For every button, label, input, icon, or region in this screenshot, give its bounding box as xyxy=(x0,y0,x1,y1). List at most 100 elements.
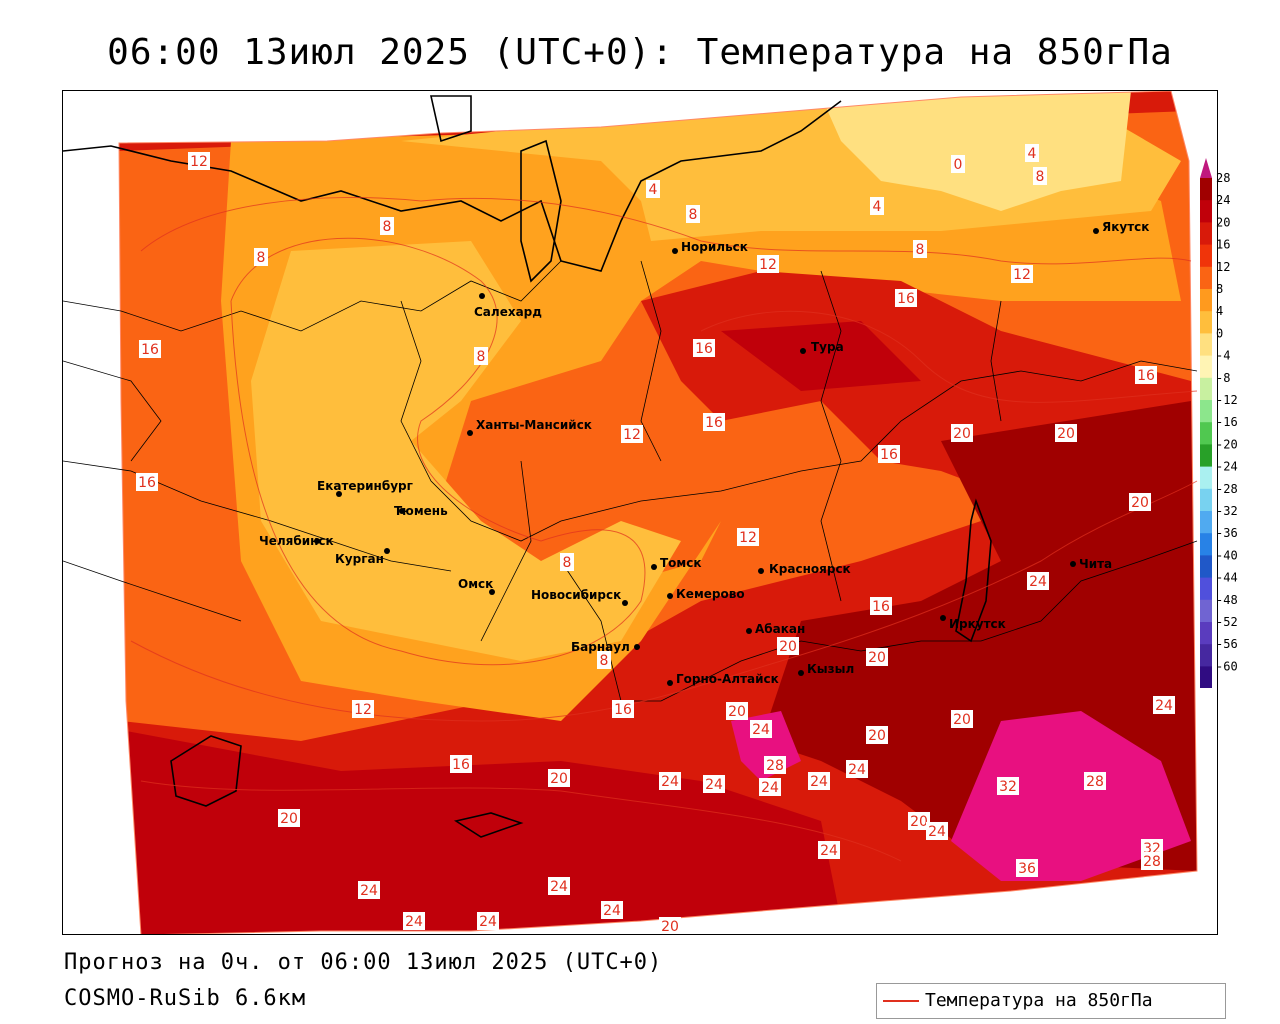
contour-label: 16 xyxy=(895,289,917,307)
contour-label-value: 28 xyxy=(766,758,784,774)
contour-label-bg xyxy=(597,651,611,669)
contour-label-value: 24 xyxy=(928,824,946,840)
contour-label: 16 xyxy=(136,473,158,491)
contour-label-bg xyxy=(278,809,300,827)
contour-label-value: 16 xyxy=(614,702,632,718)
city-dot xyxy=(1070,561,1076,567)
contour-label-bg xyxy=(403,912,425,930)
colorbar-tick-label: 24 xyxy=(1216,193,1230,207)
contour-label-bg xyxy=(659,772,681,790)
city-marker: Курган xyxy=(335,548,390,566)
contour-label-value: 0 xyxy=(954,157,963,173)
contour-label-value: 24 xyxy=(820,843,838,859)
city-label: Горно-Алтайск xyxy=(676,672,779,686)
contour-label: 0 xyxy=(951,155,965,173)
contour-label: 24 xyxy=(846,760,868,778)
contour-label-value: 16 xyxy=(897,291,915,307)
city-label: Чита xyxy=(1079,557,1112,571)
city-dot xyxy=(1093,228,1099,234)
colorbar-swatch xyxy=(1200,333,1212,357)
colorbar-swatch xyxy=(1200,266,1212,290)
contour-label-bg xyxy=(846,760,868,778)
contour-label-value: 20 xyxy=(728,704,746,720)
contour-label-bg xyxy=(951,155,965,173)
city-dot xyxy=(758,568,764,574)
contour-label: 20 xyxy=(659,917,681,934)
contour-label-bg xyxy=(759,778,781,796)
contour-label-value: 20 xyxy=(661,919,679,934)
city-label: Кызыл xyxy=(807,662,854,676)
colorbar-swatch xyxy=(1200,244,1212,268)
colorbar-tick-label: -28 xyxy=(1216,482,1238,496)
colorbar-swatch xyxy=(1200,533,1212,556)
colorbar-swatch xyxy=(1200,222,1212,246)
contour-label-bg xyxy=(601,901,623,919)
city-dot xyxy=(667,680,673,686)
contour-label: 20 xyxy=(866,726,888,744)
city-marker: Кемерово xyxy=(667,587,745,601)
contour-label: 24 xyxy=(403,912,425,930)
contour-label-value: 24 xyxy=(603,903,621,919)
contour-label-value: 24 xyxy=(405,914,423,930)
city-marker: Якутск xyxy=(1093,220,1149,234)
contour-label-bg xyxy=(621,425,643,443)
contour-label-value: 24 xyxy=(550,879,568,895)
colorbar-tick-label: -16 xyxy=(1216,415,1238,429)
contour-label-value: 20 xyxy=(1057,426,1075,442)
contour-label: 24 xyxy=(548,877,570,895)
colorbar-tick-label: 20 xyxy=(1216,215,1230,229)
city-label: Красноярск xyxy=(769,562,851,576)
contour-label-value: 16 xyxy=(138,475,156,491)
contour-label-value: 20 xyxy=(868,728,886,744)
city-dot xyxy=(622,600,628,606)
colorbar-tick-label: -4 xyxy=(1216,349,1230,363)
colorbar-tick-label: -12 xyxy=(1216,393,1238,407)
contour-label-bg xyxy=(757,255,779,273)
contour-label: 16 xyxy=(703,413,725,431)
contour-label: 8 xyxy=(474,347,488,365)
colorbar-swatch xyxy=(1200,289,1212,312)
contour-label: 20 xyxy=(777,637,799,655)
contour-label-value: 20 xyxy=(1131,495,1149,511)
colorbar-ticks: 28 24 20 16 12 8 4 0 -4 -8 -12 -16 -20 -24 -28 -32 -36 -4… xyxy=(1216,171,1238,673)
contour-label-bg xyxy=(1027,572,1049,590)
city-label: Челябинск xyxy=(259,534,334,548)
contour-label-value: 16 xyxy=(880,447,898,463)
city-marker: Тура xyxy=(800,340,844,354)
contour-label: 24 xyxy=(818,841,840,859)
contour-label-value: 20 xyxy=(910,814,928,830)
contour-label: 36 xyxy=(1016,859,1038,877)
contour-label: 12 xyxy=(1011,265,1033,283)
contour-label-value: 8 xyxy=(689,207,698,223)
contour-label: 20 xyxy=(548,769,570,787)
contour-label: 8 xyxy=(380,217,394,235)
contour-label-value: 8 xyxy=(477,349,486,365)
admin-borders xyxy=(63,260,1198,702)
contour-label-bg xyxy=(1153,696,1175,714)
contour-label-value: 20 xyxy=(280,811,298,827)
colorbar-tick-label: -8 xyxy=(1216,371,1230,385)
contour-label-bg xyxy=(560,553,574,571)
contour-label-value: 12 xyxy=(1013,267,1031,283)
contour-label: 16 xyxy=(139,340,161,358)
contour-label-bg xyxy=(693,339,715,357)
contour-label-value: 4 xyxy=(1028,146,1037,162)
colorbar-swatch xyxy=(1200,355,1212,379)
contour-label-value: 24 xyxy=(360,883,378,899)
contour-label-value: 24 xyxy=(479,914,497,930)
contour-label-bg xyxy=(139,340,161,358)
city-dot xyxy=(336,491,342,497)
contour-label: 16 xyxy=(693,339,715,357)
contour-label: 4 xyxy=(1025,144,1039,162)
contour-label: 20 xyxy=(278,809,300,827)
contour-label-value: 24 xyxy=(752,722,770,738)
contour-label: 28 xyxy=(764,756,786,774)
contour-label-value: 24 xyxy=(1155,698,1173,714)
city-marker: Екатеринбург xyxy=(317,479,413,497)
contour-label-value: 24 xyxy=(761,780,779,796)
contour-label-bg xyxy=(870,597,892,615)
contour-label: 20 xyxy=(951,424,973,442)
contour-label-bg xyxy=(1129,493,1151,511)
contour-label-bg xyxy=(1141,852,1163,870)
colorbar-swatch xyxy=(1200,444,1212,468)
